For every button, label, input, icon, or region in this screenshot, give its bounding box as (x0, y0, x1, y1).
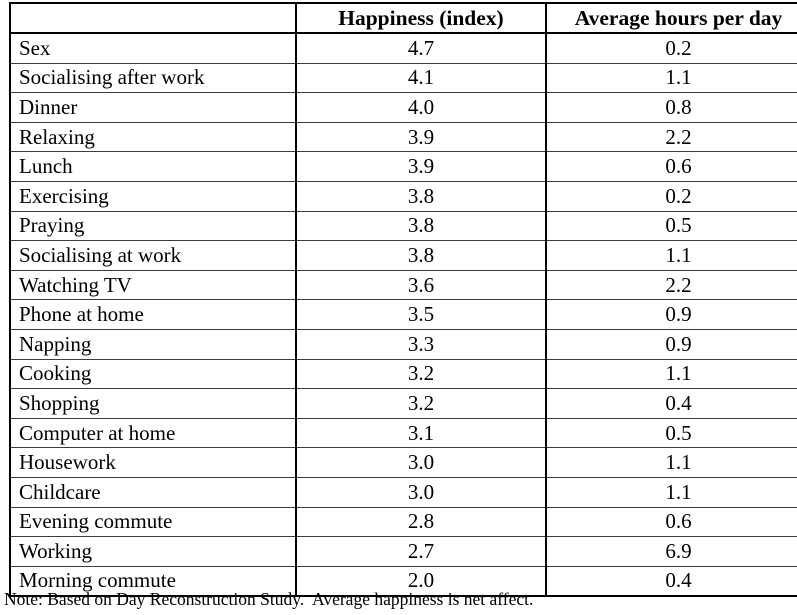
table-row: Cooking 3.2 1.1 (10, 358, 797, 389)
header-row: Happiness (index) Average hours per day (10, 3, 797, 34)
table-row: Relaxing 3.9 2.2 (10, 121, 797, 152)
cell-hours: 0.4 (546, 565, 797, 597)
table-row: Phone at home 3.5 0.9 (10, 299, 797, 330)
cell-happiness: 3.8 (296, 240, 547, 271)
cell-activity: Housework (10, 447, 297, 478)
cell-activity: Relaxing (10, 121, 297, 152)
cell-happiness: 2.7 (296, 536, 547, 567)
cell-hours: 0.5 (546, 210, 797, 241)
cell-hours: 0.2 (546, 180, 797, 212)
cell-hours: 2.2 (546, 269, 797, 300)
cell-happiness: 3.2 (296, 358, 547, 389)
table-row: Dinner 4.0 0.8 (10, 92, 797, 123)
cell-hours: 0.9 (546, 299, 797, 330)
cell-activity: Evening commute (10, 506, 297, 537)
cell-hours: 1.1 (546, 358, 797, 389)
cell-activity: Watching TV (10, 269, 297, 300)
header-average-hours: Average hours per day (546, 3, 797, 34)
cell-happiness: 4.1 (296, 62, 547, 93)
cell-activity: Napping (10, 328, 297, 360)
cell-hours: 0.4 (546, 388, 797, 419)
table-body: Sex 4.7 0.2 Socialising after work 4.1 1.1 Din… (10, 32, 797, 597)
table-row: Morning commute 2.0 0.4 (10, 565, 797, 597)
cell-hours: 0.5 (546, 417, 797, 448)
happiness-by-activity-table: Happiness (index) Average hours per day … (9, 2, 797, 598)
table-row: Computer at home 3.1 0.5 (10, 417, 797, 448)
cell-happiness: 3.8 (296, 180, 547, 212)
cell-happiness: 4.0 (296, 92, 547, 123)
cell-happiness: 3.8 (296, 210, 547, 241)
cell-activity: Socialising at work (10, 240, 297, 271)
table-row: Watching TV 3.6 2.2 (10, 269, 797, 300)
cell-activity: Socialising after work (10, 62, 297, 93)
cell-happiness: 3.9 (296, 121, 547, 152)
header-activity (10, 3, 297, 34)
footnote: Note: Based on Day Reconstruction Study.… (4, 589, 534, 609)
cell-activity: Dinner (10, 92, 297, 123)
cell-hours: 0.9 (546, 328, 797, 360)
table-row: Socialising at work 3.8 1.1 (10, 240, 797, 271)
cell-hours: 0.2 (546, 32, 797, 64)
cell-activity: Childcare (10, 476, 297, 507)
cell-hours: 1.1 (546, 476, 797, 507)
cell-activity: Working (10, 536, 297, 567)
cell-activity: Computer at home (10, 417, 297, 448)
cell-activity: Shopping (10, 388, 297, 419)
table-row: Napping 3.3 0.9 (10, 328, 797, 360)
cell-hours: 2.2 (546, 121, 797, 152)
cell-activity: Phone at home (10, 299, 297, 330)
table-row: Sex 4.7 0.2 (10, 32, 797, 64)
table-row: Praying 3.8 0.5 (10, 210, 797, 241)
table-row: Lunch 3.9 0.6 (10, 151, 797, 182)
cell-hours: 1.1 (546, 240, 797, 271)
table-row: Shopping 3.2 0.4 (10, 388, 797, 419)
cell-activity: Lunch (10, 151, 297, 182)
cell-hours: 1.1 (546, 62, 797, 93)
table-row: Socialising after work 4.1 1.1 (10, 62, 797, 93)
cell-hours: 1.1 (546, 447, 797, 478)
cell-happiness: 3.6 (296, 269, 547, 300)
cell-happiness: 2.8 (296, 506, 547, 537)
cell-happiness: 3.2 (296, 388, 547, 419)
table-row: Exercising 3.8 0.2 (10, 180, 797, 212)
cell-hours: 0.8 (546, 92, 797, 123)
header-happiness-index: Happiness (index) (296, 3, 547, 34)
cell-happiness: 3.9 (296, 151, 547, 182)
cell-hours: 0.6 (546, 506, 797, 537)
cell-activity: Cooking (10, 358, 297, 389)
cell-activity: Morning commute (10, 565, 297, 597)
cell-activity: Exercising (10, 180, 297, 212)
table-row: Working 2.7 6.9 (10, 536, 797, 567)
cell-hours: 6.9 (546, 536, 797, 567)
table-row: Childcare 3.0 1.1 (10, 476, 797, 507)
cell-activity: Sex (10, 32, 297, 64)
cell-happiness: 4.7 (296, 32, 547, 64)
table-row: Evening commute 2.8 0.6 (10, 506, 797, 537)
cell-happiness: 3.5 (296, 299, 547, 330)
cell-happiness: 3.3 (296, 328, 547, 360)
table-row: Housework 3.0 1.1 (10, 447, 797, 478)
cell-hours: 0.6 (546, 151, 797, 182)
cell-happiness: 3.0 (296, 476, 547, 507)
cell-happiness: 3.1 (296, 417, 547, 448)
cell-happiness: 3.0 (296, 447, 547, 478)
cell-happiness: 2.0 (296, 565, 547, 597)
cell-activity: Praying (10, 210, 297, 241)
